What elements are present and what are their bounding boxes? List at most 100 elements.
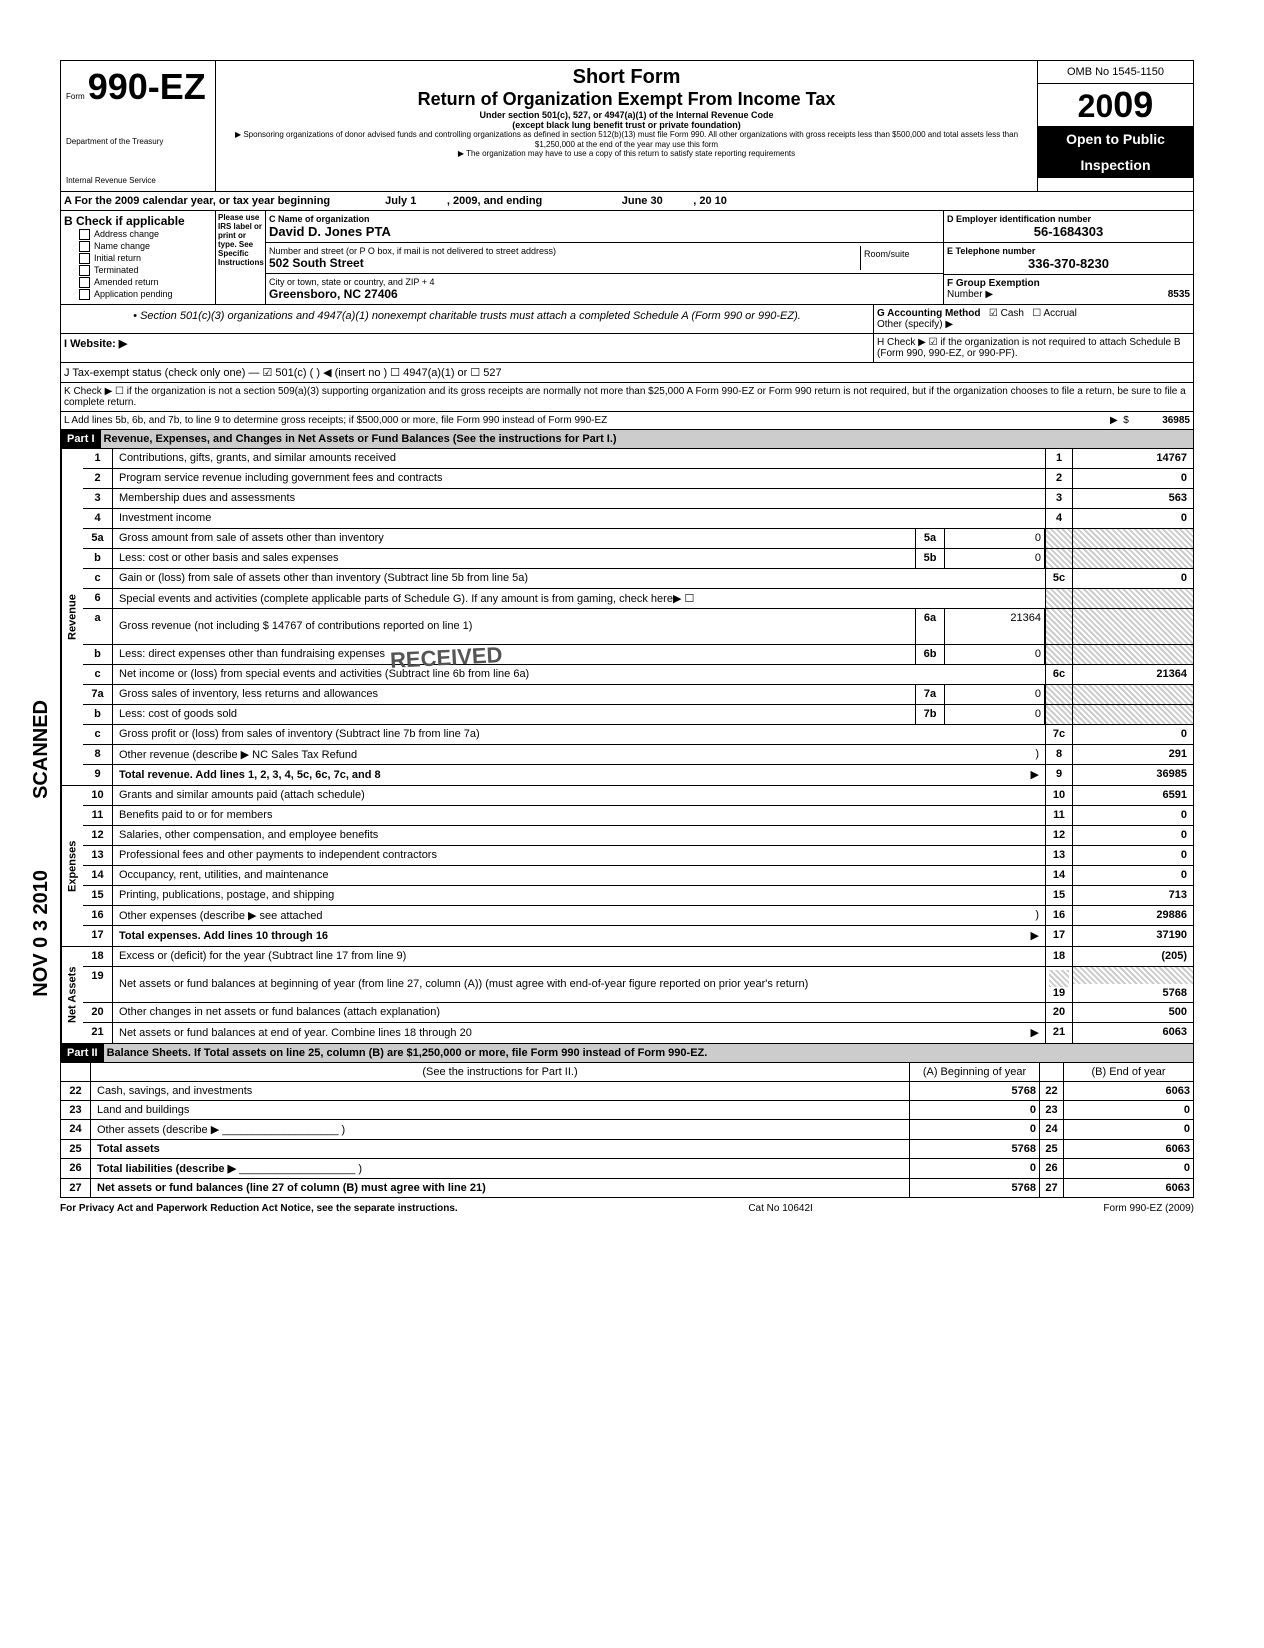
bs-27-a: 5768 — [909, 1179, 1039, 1197]
footer-row: For Privacy Act and Paperwork Reduction … — [60, 1198, 1194, 1219]
line-8-val: 291 — [1073, 745, 1193, 764]
bs-23-label: Land and buildings — [91, 1101, 909, 1119]
mid-text: , 2009, and ending — [447, 195, 542, 207]
line-10-val: 6591 — [1073, 786, 1193, 805]
street: 502 South Street — [269, 256, 860, 270]
c-label: C Name of organization — [269, 214, 940, 224]
section-501-row: • Section 501(c)(3) organizations and 49… — [60, 305, 1194, 334]
line-4-val: 0 — [1073, 509, 1193, 528]
instruct-column: Please use IRS label or print or type. S… — [216, 211, 266, 304]
title-cell: Short Form Return of Organization Exempt… — [216, 61, 1038, 191]
city: Greensboro, NC 27406 — [269, 287, 940, 301]
phone: 336-370-8230 — [947, 256, 1190, 271]
cb-address-change[interactable]: Address change — [64, 229, 212, 240]
bs-26-label: Total liabilities (describe ▶ — [97, 1163, 236, 1175]
l-row: L Add lines 5b, 6b, and 7b, to line 9 to… — [60, 412, 1194, 430]
line-20-label: Other changes in net assets or fund bala… — [119, 1006, 440, 1018]
section-b-title: B Check if applicable — [64, 214, 212, 228]
k-row: K Check ▶ ☐ if the organization is not a… — [60, 383, 1194, 412]
bs-24-a: 0 — [909, 1120, 1039, 1139]
line-14-label: Occupancy, rent, utilities, and maintena… — [119, 869, 329, 881]
right-col-d: D Employer identification number 56-1684… — [943, 211, 1193, 304]
line-6a-subval: 21364 — [945, 609, 1045, 644]
line-10-label: Grants and similar amounts paid (attach … — [119, 789, 365, 801]
line-7c-label: Gross profit or (loss) from sales of inv… — [119, 728, 480, 740]
line-5a-label: Gross amount from sale of assets other t… — [119, 532, 384, 544]
line-13-val: 0 — [1073, 846, 1193, 865]
f-label: F Group Exemption — [947, 278, 1190, 289]
bs-23-a: 0 — [909, 1101, 1039, 1119]
other-specify: Other (specify) ▶ — [877, 319, 953, 330]
cb-name-change[interactable]: Name change — [64, 241, 212, 252]
line-20-val: 500 — [1073, 1003, 1193, 1022]
line-15-label: Printing, publications, postage, and shi… — [119, 889, 334, 901]
line-5c-val: 0 — [1073, 569, 1193, 588]
line-12-val: 0 — [1073, 826, 1193, 845]
street-label: Number and street (or P O box, if mail i… — [269, 246, 860, 256]
cb-pending[interactable]: Application pending — [64, 289, 212, 300]
omb-number: OMB No 1545-1150 — [1038, 61, 1193, 84]
line-6b-subval: 0 — [945, 645, 1045, 664]
line-7a-subval: 0 — [945, 685, 1045, 704]
bs-col-a-header: (A) Beginning of year — [909, 1063, 1039, 1081]
cb-amended[interactable]: Amended return — [64, 277, 212, 288]
line-18-label: Excess or (deficit) for the year (Subtra… — [119, 950, 406, 962]
e-label-row: E Telephone number 336-370-8230 — [944, 243, 1193, 275]
line-7b-label: Less: cost of goods sold — [119, 708, 237, 720]
date-stamp: NOV 0 3 2010 — [30, 870, 53, 997]
form-header: Form 990-EZ Department of the Treasury I… — [60, 60, 1194, 192]
line-18-val: (205) — [1073, 947, 1193, 966]
line-7c-val: 0 — [1073, 725, 1193, 744]
s501-right: G Accounting Method ☑ Cash ☐ Accrual Oth… — [873, 305, 1193, 333]
org-info-column: C Name of organization David D. Jones PT… — [266, 211, 943, 304]
line-9-label: Total revenue. Add lines 1, 2, 3, 4, 5c,… — [119, 769, 381, 781]
subtitle-2: (except black lung benefit trust or priv… — [226, 120, 1027, 130]
bs-27-b: 6063 — [1063, 1179, 1193, 1197]
bs-22-a: 5768 — [909, 1082, 1039, 1100]
end-year: , 20 10 — [693, 195, 727, 207]
j-status-row: J Tax-exempt status (check only one) — ☑… — [60, 363, 1194, 383]
note-2: ▶ The organization may have to use a cop… — [226, 149, 1027, 159]
line-19-label: Net assets or fund balances at beginning… — [119, 978, 808, 990]
form-number-cell: Form 990-EZ Department of the Treasury I… — [61, 61, 216, 191]
website-row: I Website: ▶ H Check ▶ ☑ if the organiza… — [60, 334, 1194, 363]
line-11-label: Benefits paid to or for members — [119, 809, 272, 821]
bs-24-label: Other assets (describe ▶ — [97, 1124, 219, 1136]
h-section: H Check ▶ ☑ if the organization is not r… — [873, 334, 1193, 362]
cb-initial-return[interactable]: Initial return — [64, 253, 212, 264]
line-1-val: 14767 — [1073, 449, 1193, 468]
line-7b-subval: 0 — [945, 705, 1045, 724]
line-17-val: 37190 — [1073, 926, 1193, 946]
bs-26-b: 0 — [1063, 1159, 1193, 1178]
line-21-label: Net assets or fund balances at end of ye… — [119, 1027, 472, 1039]
line-2-val: 0 — [1073, 469, 1193, 488]
footer-mid: Cat No 10642I — [748, 1203, 813, 1214]
line-6b-label: Less: direct expenses other than fundrai… — [119, 648, 385, 660]
section-b-row: B Check if applicable Address change Nam… — [60, 211, 1194, 305]
line-3-label: Membership dues and assessments — [119, 492, 295, 504]
footer-right: Form 990-EZ (2009) — [1103, 1203, 1194, 1214]
line-7a-label: Gross sales of inventory, less returns a… — [119, 688, 378, 700]
ein: 56-1684303 — [947, 224, 1190, 239]
line-5a-subval: 0 — [945, 529, 1045, 548]
part2-title: Balance Sheets. If Total assets on line … — [104, 1044, 1193, 1062]
footer-left: For Privacy Act and Paperwork Reduction … — [60, 1203, 458, 1214]
revenue-side-label: Revenue — [61, 449, 83, 785]
line-5c-label: Gain or (loss) from sale of assets other… — [119, 572, 528, 584]
right-header-cell: OMB No 1545-1150 2009 Open to Public Ins… — [1038, 61, 1193, 191]
line-6-label: Special events and activities (complete … — [119, 592, 694, 605]
room-suite: Room/suite — [860, 246, 940, 270]
bs-26-a: 0 — [909, 1159, 1039, 1178]
form-number: 990-EZ — [88, 66, 206, 107]
checkboxes-column: B Check if applicable Address change Nam… — [61, 211, 216, 304]
line-19-val: 5768 — [1073, 984, 1193, 1002]
line-5b-subval: 0 — [945, 549, 1045, 568]
part1-badge: Part I — [61, 430, 101, 448]
open-public: Open to Public — [1038, 126, 1193, 152]
e-label: E Telephone number — [947, 246, 1190, 256]
line-4-label: Investment income — [119, 512, 211, 524]
bs-25-a: 5768 — [909, 1140, 1039, 1158]
d-label: D Employer identification number 56-1684… — [944, 211, 1193, 243]
bs-25-label: Total assets — [97, 1143, 160, 1155]
cb-terminated[interactable]: Terminated — [64, 265, 212, 276]
